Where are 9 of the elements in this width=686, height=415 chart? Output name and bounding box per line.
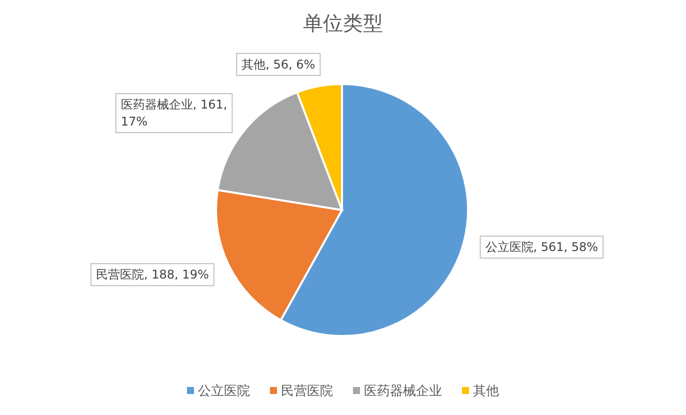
legend-label: 其他 — [473, 384, 499, 399]
legend-label: 民营医院 — [281, 384, 333, 399]
legend-label: 公立医院 — [198, 383, 250, 399]
data-label: 医药器械企业, 161, 17% — [120, 98, 228, 129]
data-label: 民营医院, 188, 19% — [96, 268, 209, 282]
chart-title: 单位类型 — [303, 11, 383, 35]
legend-label: 医药器械企业 — [364, 384, 442, 399]
data-label: 其他, 56, 6% — [242, 57, 316, 72]
data-label: 公立医院, 561, 58% — [485, 240, 598, 254]
